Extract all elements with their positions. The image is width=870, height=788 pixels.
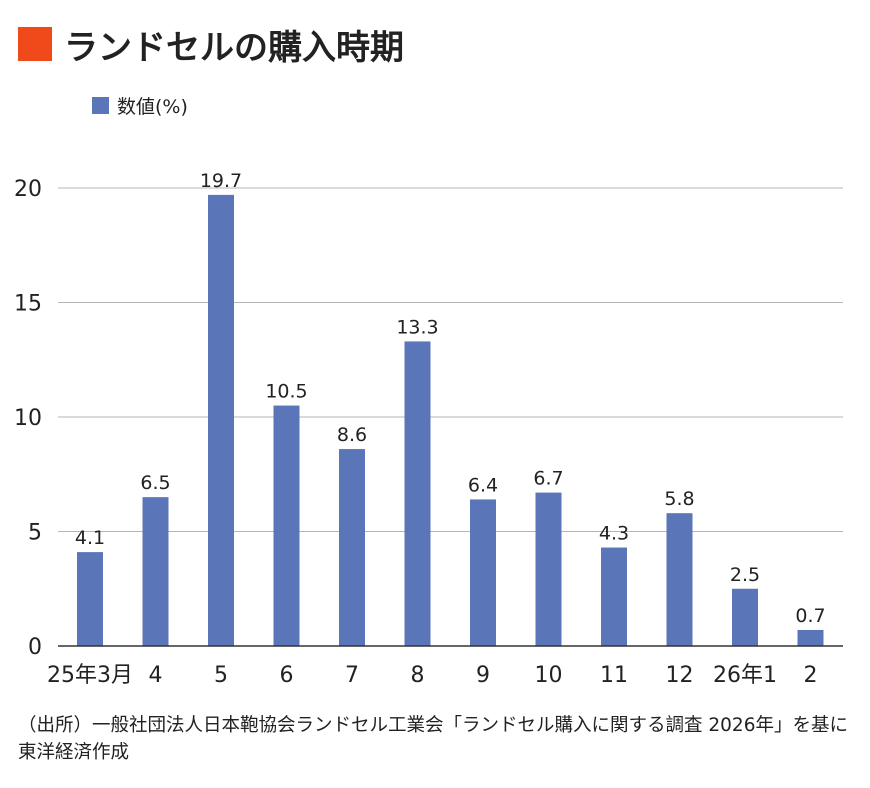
x-tick-label: 6 (280, 663, 294, 688)
legend: 数値(%) (92, 92, 188, 118)
bar (404, 341, 431, 646)
title-accent-square (18, 27, 52, 61)
x-tick-label: 7 (345, 663, 359, 688)
x-tick-label: 10 (535, 663, 563, 688)
data-label: 13.3 (396, 316, 438, 338)
bar (601, 547, 627, 646)
source-note: （出所）一般社団法人日本鞄協会ランドセル工業会「ランドセル購入に関する調査 20… (18, 715, 848, 763)
x-tick-label: 12 (666, 663, 694, 688)
data-label: 6.4 (468, 474, 498, 496)
x-tick-label: 2 (804, 663, 818, 688)
bar-chart: 0 5 10 15 20 4.1 6.5 19.7 10.5 8.6 13.3 6.4 6.7 4.3 5… (14, 170, 843, 688)
chart-title: ランドセルの購入時期 (64, 27, 404, 68)
data-label: 4.1 (75, 527, 105, 549)
data-label: 6.5 (140, 472, 170, 494)
data-label: 5.8 (664, 488, 694, 510)
x-axis-ticks: 25年3月 4 5 6 7 8 9 10 11 12 26年1 2 (47, 663, 818, 688)
data-label: 8.6 (337, 424, 367, 446)
data-label: 6.7 (533, 468, 563, 490)
x-tick-label: 11 (600, 663, 628, 688)
legend-swatch (92, 96, 109, 114)
bar (339, 449, 365, 646)
bar (77, 552, 103, 646)
bar (208, 194, 234, 646)
y-axis-ticks: 0 5 10 15 20 (14, 177, 42, 660)
data-label: 2.5 (730, 564, 760, 586)
x-tick-label: 4 (149, 663, 163, 688)
y-tick-label: 15 (14, 292, 42, 317)
chart-title-row: ランドセルの購入時期 (18, 22, 404, 68)
x-tick-label: 25年3月 (47, 663, 133, 688)
bar (273, 405, 300, 646)
data-label: 0.7 (795, 605, 825, 627)
grid-lines (58, 187, 843, 532)
data-label: 10.5 (265, 381, 307, 403)
bar (142, 497, 169, 646)
bar (797, 629, 824, 646)
y-tick-label: 0 (28, 635, 42, 660)
bar (666, 513, 693, 646)
x-tick-label: 8 (411, 663, 425, 688)
y-tick-label: 10 (14, 406, 42, 431)
bar (732, 588, 758, 646)
data-label: 4.3 (599, 523, 629, 545)
y-tick-label: 20 (14, 177, 42, 202)
bar (535, 492, 562, 646)
data-labels: 4.1 6.5 19.7 10.5 8.6 13.3 6.4 6.7 4.3 5.8 2.5 0.7 (75, 170, 826, 627)
x-tick-label: 5 (214, 663, 228, 688)
legend-label: 数値(%) (117, 95, 188, 118)
y-tick-label: 5 (28, 521, 42, 546)
x-tick-label: 26年1 (713, 663, 777, 688)
data-label: 19.7 (200, 170, 242, 192)
bars (77, 194, 824, 646)
x-tick-label: 9 (476, 663, 490, 688)
bar (470, 499, 496, 646)
